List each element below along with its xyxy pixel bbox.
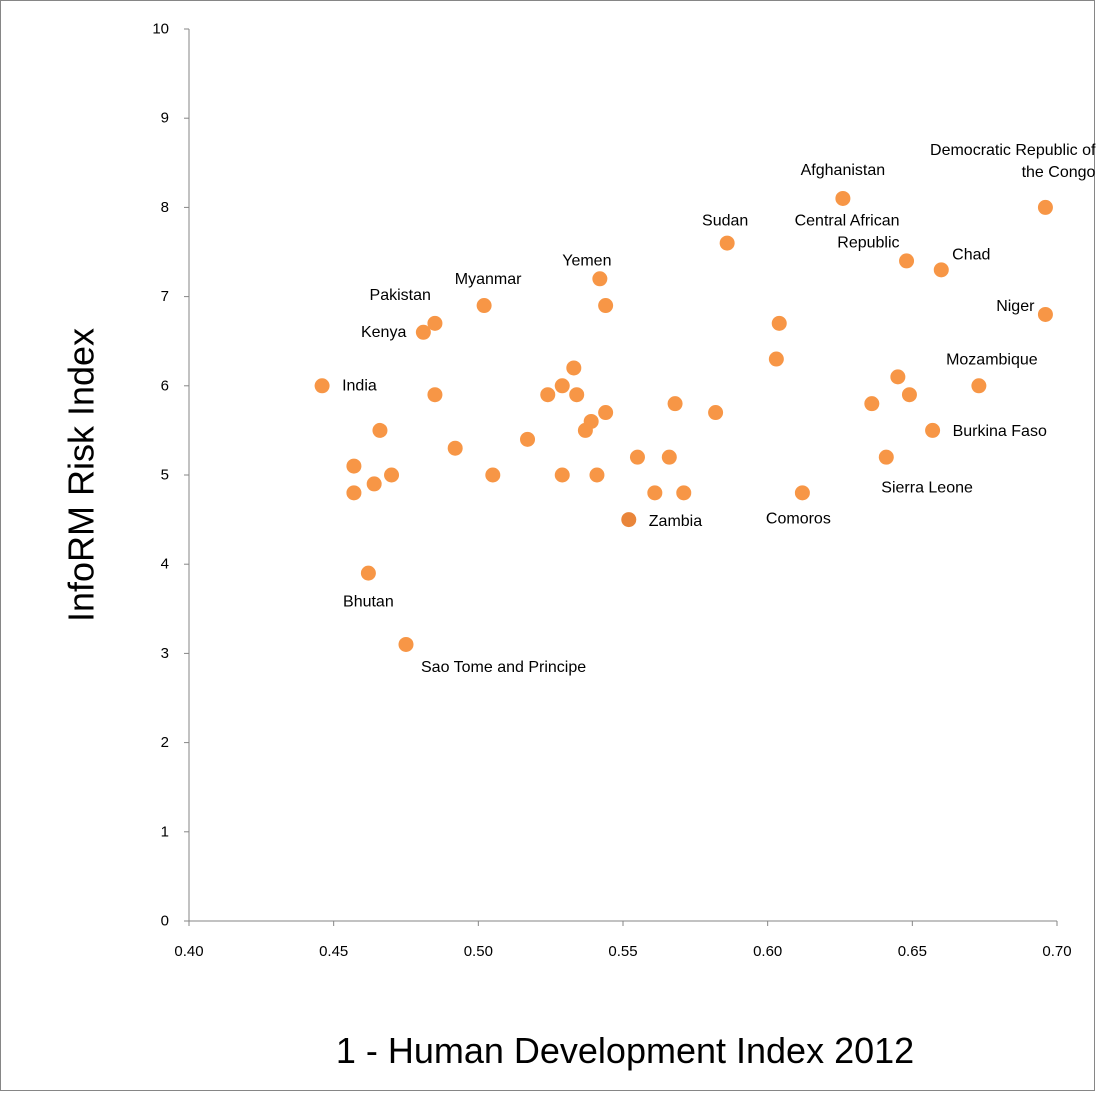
y-tick-label: 4	[161, 556, 169, 573]
x-axis-title: 1 - Human Development Index 2012	[336, 1030, 914, 1071]
data-point	[589, 467, 605, 483]
y-tick-label: 1	[161, 823, 169, 840]
data-point	[933, 262, 949, 278]
data-point	[661, 449, 677, 465]
point-label: Afghanistan	[801, 162, 886, 179]
y-tick-label: 6	[161, 377, 169, 394]
x-tick-label: 0.60	[753, 943, 782, 960]
data-point	[540, 387, 556, 403]
data-point	[878, 449, 894, 465]
y-tick-label: 0	[161, 913, 169, 930]
y-ticks: 0 1 2 3 4 5 6 7 8 9 10	[152, 21, 189, 930]
point-label: India	[342, 377, 377, 394]
x-tick-label: 0.50	[464, 943, 493, 960]
data-point	[899, 253, 915, 269]
data-point	[925, 422, 941, 438]
data-point	[384, 467, 400, 483]
data-point	[864, 396, 880, 412]
data-point	[485, 467, 501, 483]
data-point	[629, 449, 645, 465]
data-point	[771, 315, 787, 331]
point-label: Bhutan	[343, 594, 394, 611]
data-point	[366, 476, 382, 492]
y-tick-label: 9	[161, 110, 169, 127]
x-tick-label: 0.55	[608, 943, 637, 960]
data-point	[520, 431, 536, 447]
data-point	[427, 315, 443, 331]
point-label: Chad	[952, 246, 990, 263]
data-point	[346, 458, 362, 474]
data-point	[835, 190, 851, 206]
x-tick-label: 0.45	[319, 943, 348, 960]
data-point	[372, 422, 388, 438]
point-label: Kenya	[361, 324, 406, 341]
data-point	[667, 396, 683, 412]
data-point	[447, 440, 463, 456]
data-point	[768, 351, 784, 367]
data-point	[398, 636, 414, 652]
point-label: Sierra Leone	[881, 480, 973, 497]
data-point	[360, 565, 376, 581]
point-label: Niger	[996, 298, 1035, 315]
y-tick-label: 10	[152, 21, 169, 38]
data-point	[1037, 306, 1053, 322]
data-point	[583, 413, 599, 429]
data-point	[314, 378, 330, 394]
data-point	[901, 387, 917, 403]
data-point	[476, 298, 492, 314]
y-tick-label: 2	[161, 734, 169, 751]
y-tick-label: 3	[161, 645, 169, 662]
data-point	[554, 467, 570, 483]
point-label: Zambia	[649, 513, 702, 530]
x-tick-label: 0.70	[1042, 943, 1071, 960]
point-label: Sao Tome and Principe	[421, 659, 586, 676]
axes	[188, 29, 1057, 922]
data-point	[415, 324, 431, 340]
data-point	[676, 485, 692, 501]
point-label: Pakistan	[370, 287, 431, 304]
point-label: Myanmar	[455, 271, 522, 288]
data-point	[346, 485, 362, 501]
point-label: Central African	[795, 212, 900, 229]
data-point	[569, 387, 585, 403]
data-point	[708, 405, 724, 421]
x-tick-label: 0.65	[898, 943, 927, 960]
data-point	[794, 485, 810, 501]
point-label: Comoros	[766, 510, 831, 527]
point-label: Yemen	[562, 252, 611, 269]
data-point	[554, 378, 570, 394]
x-tick-label: 0.40	[174, 943, 203, 960]
data-point	[598, 405, 614, 421]
point-label: Mozambique	[946, 351, 1038, 368]
data-point	[427, 387, 443, 403]
data-points	[314, 190, 1053, 652]
point-label: Burkina Faso	[953, 423, 1047, 440]
point-labels: India Bhutan Sao Tome and Principe Kenya Pak…	[342, 142, 1096, 676]
data-point	[1037, 199, 1053, 215]
data-point	[598, 298, 614, 314]
data-point	[621, 512, 637, 528]
y-tick-label: 7	[161, 288, 169, 305]
data-point	[647, 485, 663, 501]
data-point	[592, 271, 608, 287]
x-ticks: 0.40 0.45 0.50 0.55 0.60 0.65 0.70	[174, 921, 1072, 960]
data-point	[890, 369, 906, 385]
point-label: the Congo	[1022, 164, 1096, 181]
point-label: Sudan	[702, 213, 748, 230]
y-tick-label: 5	[161, 467, 169, 484]
point-label: Democratic Republic of	[930, 142, 1096, 159]
y-axis-title: InfoRM Risk Index	[61, 328, 102, 622]
data-point	[971, 378, 987, 394]
data-point	[566, 360, 582, 376]
y-tick-label: 8	[161, 199, 169, 216]
point-label: Republic	[837, 234, 899, 251]
data-point	[719, 235, 735, 251]
